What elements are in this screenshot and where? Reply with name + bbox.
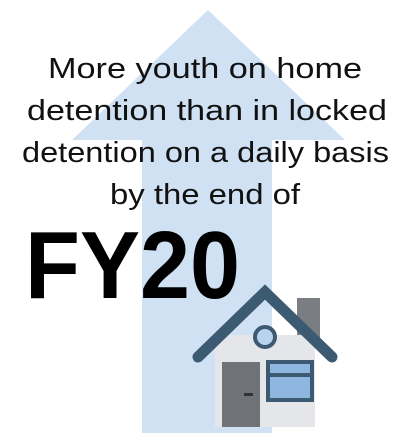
house-icon: [192, 284, 338, 427]
text-line: detention on a daily basis: [22, 137, 389, 169]
highlight: FY20: [25, 212, 240, 319]
text-line: detention than in locked: [27, 95, 387, 127]
arrow: [72, 10, 345, 433]
text-line: by the end of: [110, 179, 301, 211]
text-line: More youth on home: [48, 53, 362, 85]
